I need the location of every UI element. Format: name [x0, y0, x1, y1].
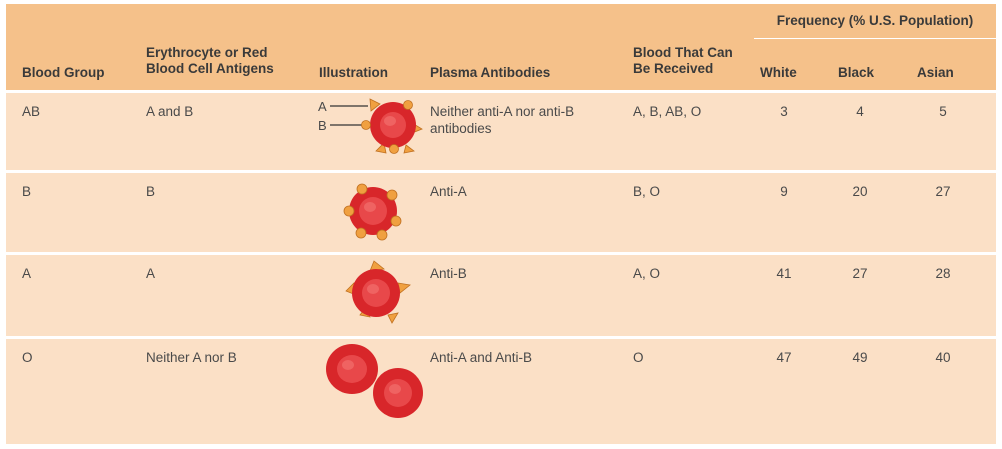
cell-asian: 28: [935, 266, 951, 281]
cell-black: 49: [852, 350, 868, 365]
cell-white: 47: [776, 350, 792, 365]
cell-plasma-antibodies: Anti-A: [430, 184, 467, 199]
col-illustration: Illustration: [319, 65, 389, 80]
rbc-b-antigen-illustration: [343, 183, 402, 241]
table-row-b: B B Anti-A B, O 9 20 27: [6, 170, 996, 252]
cell-black: 27: [852, 266, 868, 281]
col-plasma-antibodies: Plasma Antibodies: [430, 65, 551, 80]
cell-plasma-antibodies: Anti-B: [430, 266, 467, 281]
cell-blood-group: O: [22, 350, 33, 365]
rbc-ab-antigens-illustration: A B: [318, 98, 423, 154]
col-blood-group: Blood Group: [22, 65, 105, 80]
frequency-group-header: Frequency (% U.S. Population): [776, 13, 974, 28]
cell-blood-received: O: [633, 350, 644, 365]
cell-asian: 40: [935, 350, 951, 365]
cell-antigens: B: [146, 184, 156, 199]
cell-asian: 27: [935, 184, 951, 199]
cell-white: 41: [776, 266, 792, 281]
cell-asian: 5: [939, 104, 947, 119]
cell-blood-group: B: [22, 184, 32, 199]
table-row-ab: AB A and B A B Neither anti-A nor anti-B…: [6, 90, 996, 170]
cell-blood-received: A, O: [633, 266, 661, 281]
col-received-line1: Blood That Can: [633, 45, 733, 60]
cell-black: 20: [852, 184, 868, 199]
illus-label-b: B: [318, 118, 327, 133]
rbc-a-antigen-illustration: [345, 260, 411, 324]
col-asian: Asian: [917, 65, 954, 80]
col-antigens: Erythrocyte or Red Blood Cell Antigens: [146, 45, 274, 77]
col-antigens-line1: Erythrocyte or Red: [146, 45, 268, 60]
table-header: Frequency (% U.S. Population) Blood Grou…: [6, 4, 996, 90]
col-black: Black: [838, 65, 875, 80]
col-received-line2: Be Received: [633, 61, 714, 76]
cell-blood-received: B, O: [633, 184, 661, 199]
table-row-o: O Neither A nor B Anti-A and Anti-B O 47…: [6, 336, 996, 444]
col-blood-received: Blood That Can Be Received: [633, 45, 733, 77]
blood-type-table: Frequency (% U.S. Population) Blood Grou…: [6, 4, 996, 444]
cell-blood-group: A: [22, 266, 32, 281]
cell-antibodies-line1: Neither anti-A nor anti-B: [430, 104, 575, 119]
cell-plasma-antibodies: Anti-A and Anti-B: [430, 350, 533, 365]
table-row-a: A A Anti-B A, O 41 27 28: [6, 252, 996, 336]
col-white: White: [760, 65, 797, 80]
cell-plasma-antibodies: Neither anti-A nor anti-B antibodies: [430, 103, 574, 137]
cell-white: 9: [780, 184, 788, 199]
cell-blood-received: A, B, AB, O: [633, 104, 702, 119]
cell-antigens: Neither A nor B: [146, 350, 237, 365]
rbc-no-antigen-illustration: [326, 344, 423, 418]
frequency-divider: [754, 38, 996, 39]
cell-antigens: A: [146, 266, 156, 281]
cell-antigens: A and B: [146, 104, 194, 119]
illus-label-a: A: [318, 99, 327, 114]
cell-antibodies-line2: antibodies: [430, 121, 492, 136]
cell-black: 4: [856, 104, 864, 119]
col-antigens-line2: Blood Cell Antigens: [146, 61, 274, 76]
cell-white: 3: [780, 104, 788, 119]
cell-blood-group: AB: [22, 104, 41, 119]
